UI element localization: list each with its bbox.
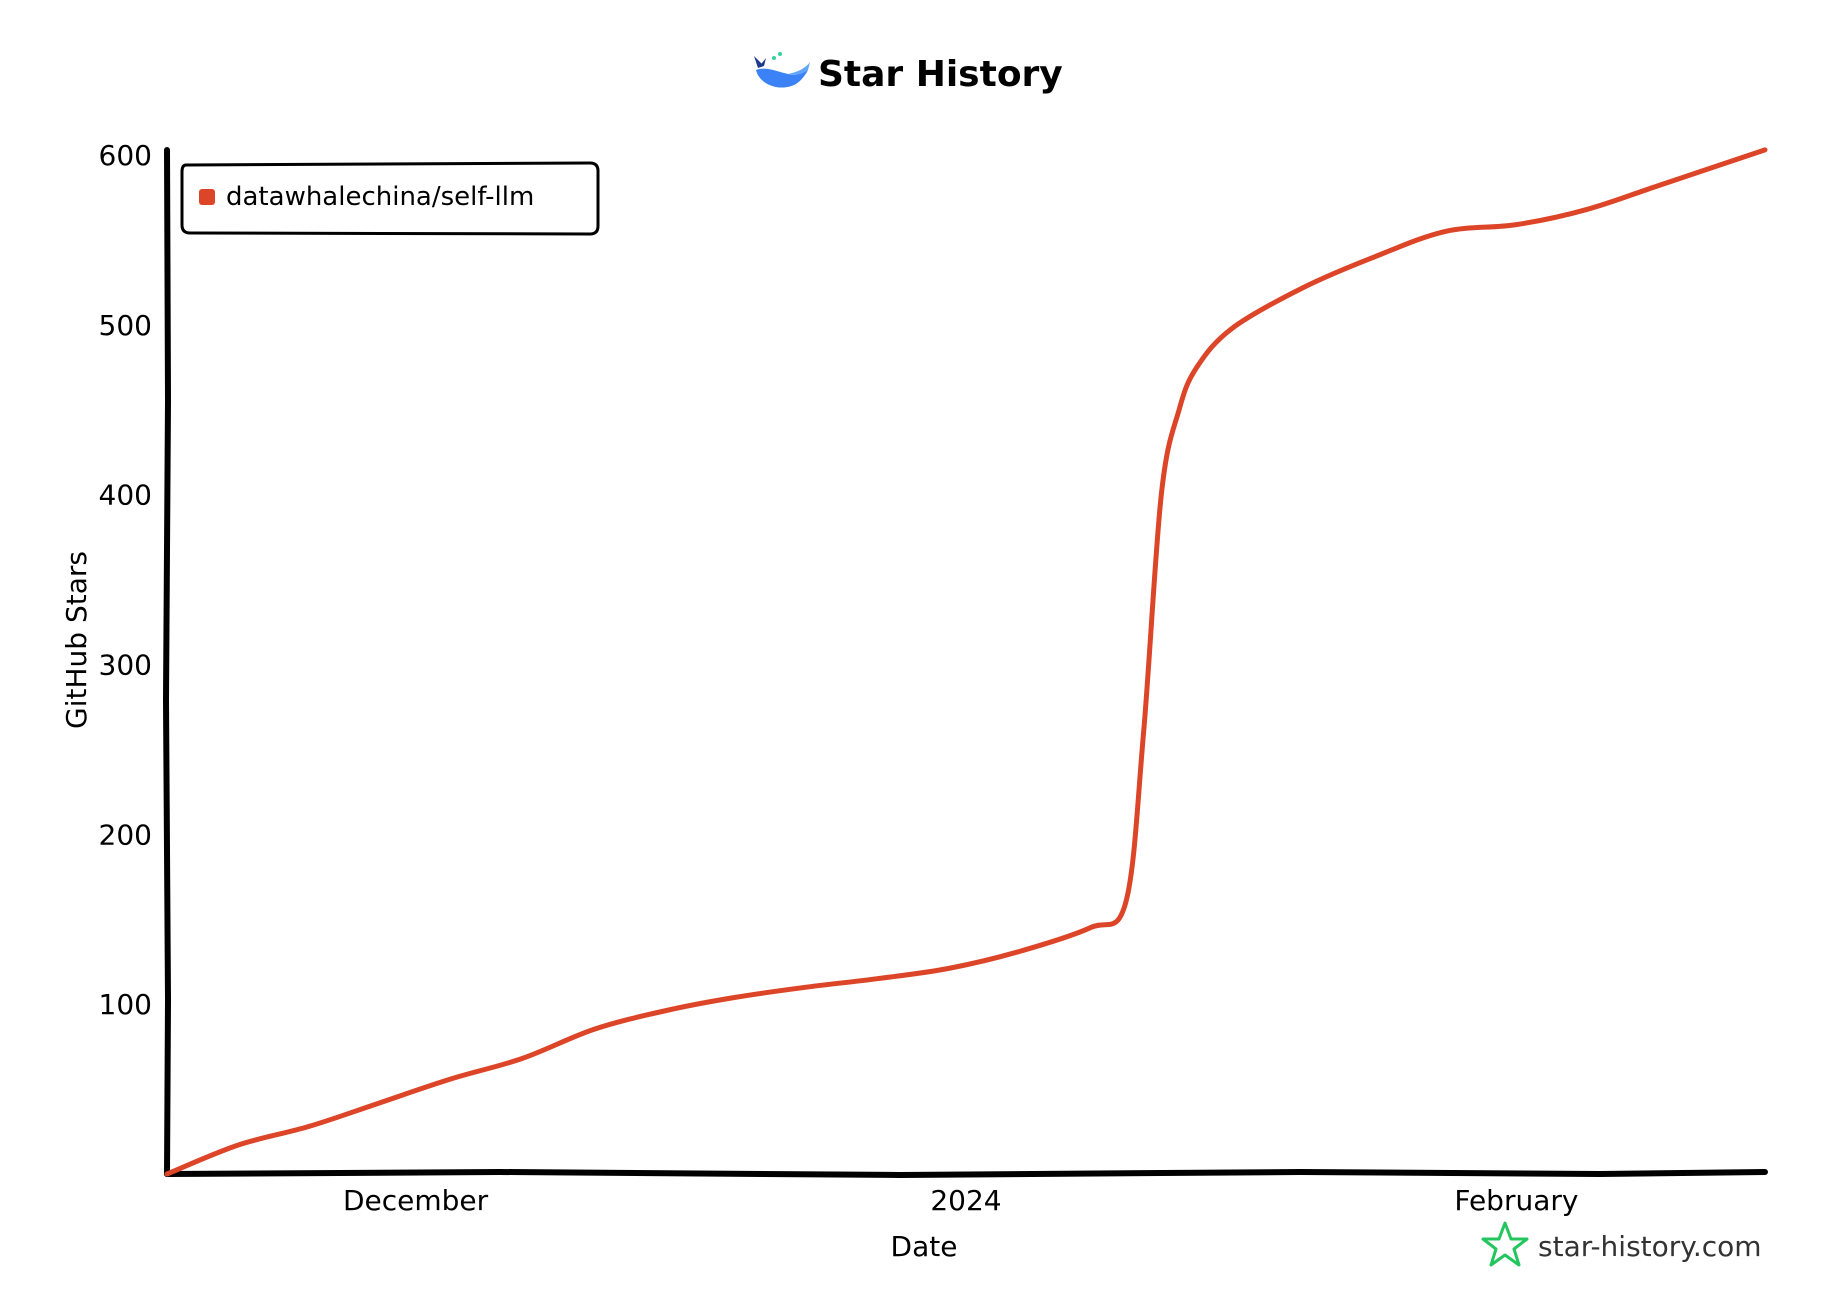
- legend-box: [180, 161, 600, 236]
- y-tick-label: 400: [99, 479, 152, 512]
- legend: datawhalechina/self-llm: [180, 161, 600, 236]
- y-tick-label: 300: [99, 649, 152, 682]
- y-tick-label: 600: [99, 139, 152, 172]
- watermark-text: star-history.com: [1538, 1230, 1762, 1263]
- legend-swatch: [199, 189, 215, 205]
- x-tick-label: February: [1454, 1184, 1578, 1217]
- y-tick-label: 200: [99, 818, 152, 851]
- y-axis-title: GitHub Stars: [60, 551, 93, 729]
- y-tick-label: 100: [99, 988, 152, 1021]
- x-tick-label: 2024: [930, 1184, 1001, 1217]
- x-tick-label: December: [343, 1184, 489, 1217]
- x-axis-line: [164, 1168, 1768, 1179]
- x-axis-title: Date: [891, 1230, 958, 1263]
- chart-title: Star History: [754, 52, 1063, 95]
- legend-label: datawhalechina/self-llm: [226, 182, 534, 212]
- chart-title-text: Star History: [818, 54, 1063, 95]
- series-line: [164, 147, 1768, 1177]
- whale-icon: [754, 52, 810, 88]
- star-icon: [1481, 1221, 1529, 1267]
- y-tick-labels: 100 200 300 400 500 600: [99, 139, 152, 1021]
- y-axis-line: [162, 147, 172, 1177]
- watermark: star-history.com: [1481, 1221, 1762, 1267]
- x-tick-labels: December 2024 February: [343, 1184, 1578, 1217]
- y-tick-label: 500: [99, 309, 152, 342]
- series-group: [164, 147, 1768, 1177]
